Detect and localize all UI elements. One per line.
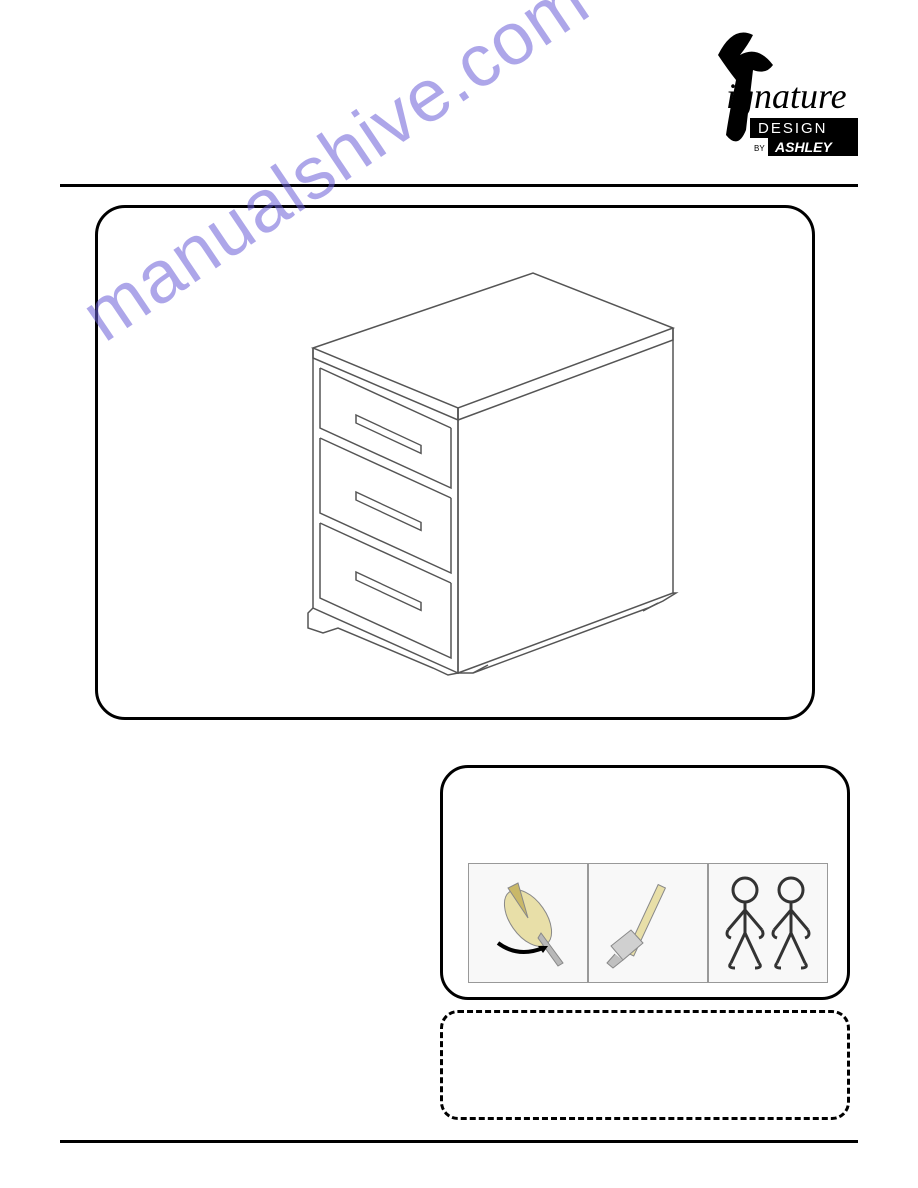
tool-hammer (588, 863, 708, 983)
brand-logo: ignature DESIGN BY ASHLEY ® (698, 20, 858, 160)
registered-mark: ® (854, 139, 858, 147)
dresser-illustration (268, 253, 688, 693)
tool-two-people (708, 863, 828, 983)
top-divider (60, 184, 858, 187)
info-dashed-box (440, 1010, 850, 1120)
tools-panel (440, 765, 850, 1000)
ashley-text: ASHLEY (774, 139, 833, 155)
signature-word: ignature (726, 76, 847, 116)
tool-screwdriver (468, 863, 588, 983)
tools-grid (468, 863, 828, 983)
bottom-divider (60, 1140, 858, 1143)
page-container: ignature DESIGN BY ASHLEY ® (0, 0, 918, 60)
design-text: DESIGN (758, 120, 828, 137)
by-text: BY (754, 144, 765, 153)
product-illustration-panel (95, 205, 815, 720)
